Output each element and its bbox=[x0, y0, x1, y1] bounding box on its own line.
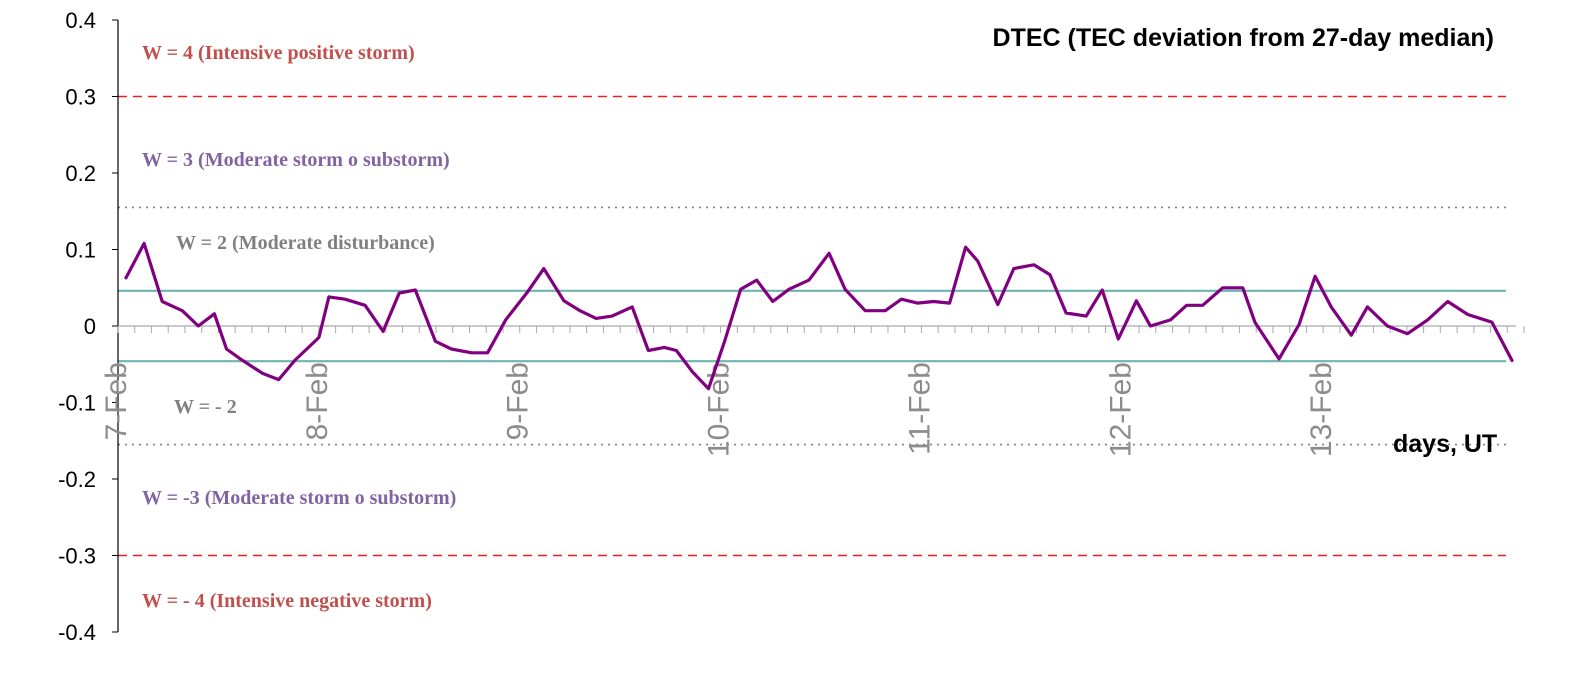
x-tick-label: 9-Feb bbox=[502, 362, 535, 440]
annotation-w-neg3: W = -3 (Moderate storm o substorm) bbox=[142, 487, 456, 509]
y-tick-label: 0 bbox=[84, 314, 96, 339]
x-tick-label: 10-Feb bbox=[703, 362, 736, 457]
y-tick-label: -0.3 bbox=[58, 544, 96, 569]
annotation-w2: W = 2 (Moderate disturbance) bbox=[176, 232, 435, 254]
x-tick-label: 11-Feb bbox=[903, 362, 936, 455]
reference-lines bbox=[118, 95, 1506, 557]
series-line-0 bbox=[124, 241, 1514, 391]
y-tick-label: -0.1 bbox=[58, 391, 96, 416]
y-tick-label: -0.4 bbox=[58, 620, 96, 645]
chart-title: DTEC (TEC deviation from 27-day median) bbox=[993, 24, 1494, 52]
x-tick-label: 12-Feb bbox=[1104, 362, 1137, 457]
y-tick-label: 0.1 bbox=[65, 238, 96, 263]
annotation-w3: W = 3 (Moderate storm o substorm) bbox=[142, 149, 450, 171]
x-axis-label: days, UT bbox=[1393, 430, 1497, 458]
x-tick-label: 8-Feb bbox=[301, 362, 334, 440]
annotation-w4: W = 4 (Intensive positive storm) bbox=[142, 42, 415, 64]
annotation-w-neg4: W = - 4 (Intensive negative storm) bbox=[142, 590, 432, 612]
data-series bbox=[124, 241, 1514, 391]
x-tick-label: 7-Feb bbox=[100, 362, 133, 440]
x-tick-label: 13-Feb bbox=[1305, 362, 1338, 457]
annotation-w-neg2: W = - 2 bbox=[174, 396, 237, 418]
y-tick-label: 0.3 bbox=[65, 85, 96, 110]
y-ticks: 0.4 0.3 0.2 0.1 0 -0.1 -0.2 -0.3 -0.4 bbox=[58, 8, 118, 645]
y-tick-label: 0.2 bbox=[65, 161, 96, 186]
zone-annotations: W = 4 (Intensive positive storm) W = 3 (… bbox=[142, 42, 456, 612]
y-tick-label: -0.2 bbox=[58, 467, 96, 492]
x-minor-ticks bbox=[117, 326, 1525, 333]
y-tick-label: 0.4 bbox=[65, 8, 96, 33]
x-ticks: 7-Feb 8-Feb 9-Feb 10-Feb 11-Feb 12-Feb 13-Feb bbox=[100, 362, 1338, 457]
